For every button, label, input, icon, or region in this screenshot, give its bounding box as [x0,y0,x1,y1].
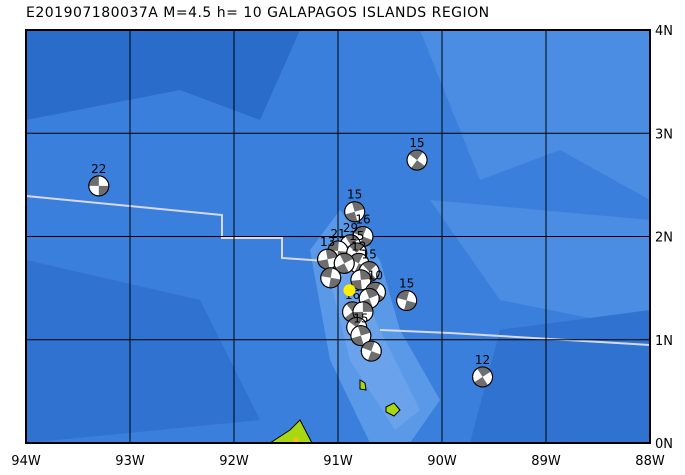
depth-label: 15 [353,312,368,326]
depth-label: 15 [349,229,364,243]
lon-tick-label: 93W [115,454,145,469]
focal-mechanism-beachball [406,149,428,171]
focal-mechanism-beachball [396,290,418,312]
lat-tick-label: 2N [655,231,673,246]
focal-mechanism-beachball [350,269,372,291]
depth-label: 12 [475,353,490,367]
focal-mechanism-beachball [352,226,374,247]
boundary-line [26,195,341,263]
depth-label: 15 [347,188,362,202]
boundary-line [379,329,650,346]
focal-mechanism-beachball [344,201,366,223]
map-title: E201907180037A M=4.5 h= 10 GALAPAGOS ISL… [26,5,490,21]
focal-mechanism-beachball [320,267,342,289]
lon-tick-label: 89W [531,454,561,469]
focal-mechanism-beachball [333,252,355,274]
depth-label: 21 [330,227,345,241]
lon-tick-label: 92W [219,454,249,469]
depth-label: 29 [343,221,358,235]
lon-tick-label: 90W [427,454,457,469]
depth-label: 10 [368,268,383,282]
graticule [26,30,650,443]
focal-mechanism-beachball [88,175,110,197]
focal-mechanism-beachball [317,248,339,270]
focal-mechanisms: 221515162921151312151015161512 [88,136,494,388]
lon-tick-label: 94W [11,454,41,469]
depth-label: 15 [409,136,424,150]
lat-tick-label: 3N [655,127,673,142]
depth-label: 22 [91,162,106,176]
lat-tick-label: 1N [655,334,673,349]
depth-label: 13 [320,235,335,249]
lat-tick-label: 0N [655,437,673,452]
focal-mechanism-beachball [360,340,382,362]
depth-label: 15 [362,248,377,262]
depth-label: 16 [355,213,370,227]
depth-label: 15 [399,277,414,291]
focal-mechanism-beachball [472,366,494,388]
lon-tick-label: 91W [323,454,353,469]
lat-tick-label: 4N [655,24,673,39]
depth-label: 12 [351,239,366,253]
map-frame [25,29,651,444]
lon-tick-label: 88W [635,454,665,469]
epicenter-marker [343,284,356,297]
